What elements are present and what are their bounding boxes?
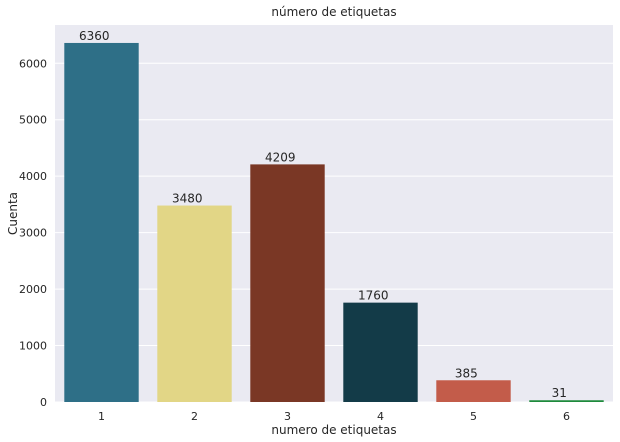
x-tick-label: 6 xyxy=(563,410,570,423)
y-tick-label: 4000 xyxy=(19,170,47,183)
data-label: 3480 xyxy=(172,192,203,206)
y-tick-label: 1000 xyxy=(19,340,47,353)
x-tick-label: 2 xyxy=(191,410,198,423)
bars xyxy=(64,42,604,402)
data-labels: 6360 3480 4209 1760 385 31 xyxy=(79,29,567,400)
bar xyxy=(157,205,232,402)
y-tick-label: 2000 xyxy=(19,283,47,296)
x-tick-labels: 1 2 3 4 5 6 xyxy=(98,410,570,423)
y-tick-label: 3000 xyxy=(19,227,47,240)
x-tick-label: 1 xyxy=(98,410,105,423)
plot-area xyxy=(55,25,613,402)
bar xyxy=(250,164,325,402)
y-tick-label: 5000 xyxy=(19,114,47,127)
bar xyxy=(529,400,604,402)
bar xyxy=(64,42,139,402)
y-tick-labels: 0 1000 2000 3000 4000 5000 6000 xyxy=(19,57,47,409)
bar xyxy=(436,380,511,402)
y-tick-label: 6000 xyxy=(19,57,47,70)
x-tick-label: 4 xyxy=(377,410,384,423)
data-label: 385 xyxy=(455,366,478,380)
y-tick-label: 0 xyxy=(40,396,47,409)
x-axis-label: numero de etiquetas xyxy=(271,423,396,437)
chart-title: número de etiquetas xyxy=(271,5,396,19)
gridlines xyxy=(55,62,613,403)
data-label: 31 xyxy=(552,386,567,400)
bar xyxy=(343,302,418,402)
x-tick-label: 5 xyxy=(470,410,477,423)
data-label: 6360 xyxy=(79,29,110,43)
y-axis-label: Cuenta xyxy=(6,192,20,235)
data-label: 1760 xyxy=(358,289,389,303)
x-tick-label: 3 xyxy=(284,410,291,423)
data-label: 4209 xyxy=(265,150,296,164)
